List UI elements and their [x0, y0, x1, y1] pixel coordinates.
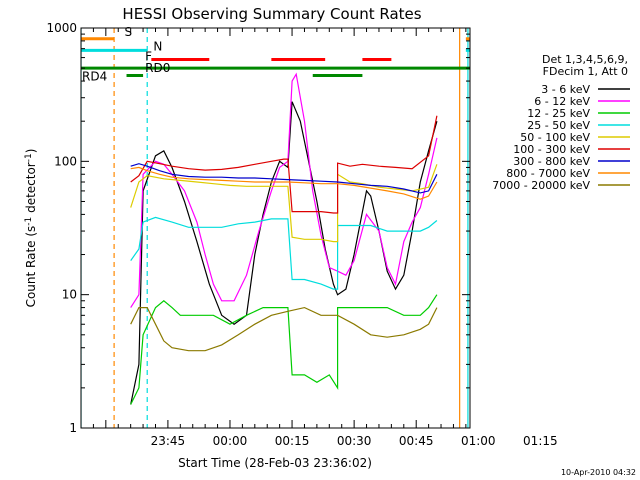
- legend-label: 800 - 7000 keV: [506, 167, 590, 180]
- x-tick-label: 00:30: [337, 434, 372, 448]
- series-line: [130, 72, 438, 308]
- vertical-marker-lines: [81, 28, 469, 428]
- legend-label: 25 - 50 keV: [527, 119, 590, 132]
- x-tick-label: 23:45: [151, 434, 186, 448]
- status-bar-label: N: [153, 39, 162, 53]
- series-line: [130, 163, 438, 194]
- plot-frame: [80, 27, 471, 429]
- x-tick-label: 01:00: [461, 434, 496, 448]
- legend-label: 7000 - 20000 keV: [492, 179, 590, 192]
- series-line: [130, 101, 438, 405]
- legend-label: 12 - 25 keV: [527, 107, 590, 120]
- series-line: [130, 115, 438, 214]
- y-tick-label: 100: [54, 154, 77, 168]
- legend-label: 300 - 800 keV: [513, 155, 590, 168]
- y-tick-label: 1000: [46, 21, 77, 35]
- y-axis: 1 10 100 1000: [46, 21, 470, 435]
- y-tick-label: 10: [62, 288, 77, 302]
- series-line: [130, 294, 438, 405]
- series-line: [130, 164, 438, 243]
- series-line: [130, 166, 438, 200]
- x-tick-label: 00:15: [275, 434, 310, 448]
- chart-title: HESSI Observing Summary Count Rates: [122, 5, 421, 23]
- x-tick-label: 01:15: [523, 434, 558, 448]
- x-axis: 23:45 00:00 00:15 00:30 00:45 01:00 01:15: [92, 28, 558, 448]
- legend-label: 3 - 6 keV: [541, 83, 590, 96]
- timestamp: 10-Apr-2010 04:32: [561, 468, 636, 477]
- legend-header: Det 1,3,4,5,6,9,: [542, 53, 628, 66]
- series-lines: [130, 72, 438, 405]
- series-line: [130, 306, 438, 352]
- legend: Det 1,3,4,5,6,9,FDecim 1, Att 0 3 - 6 keV…: [492, 53, 630, 192]
- legend-label: 100 - 300 keV: [513, 143, 590, 156]
- y-axis-label: Count Rate (s-1 detector-1): [24, 149, 38, 308]
- x-axis-label: Start Time (28-Feb-03 23:36:02): [178, 456, 372, 470]
- x-tick-label: 00:45: [399, 434, 434, 448]
- status-bar-label: RD4: [82, 70, 107, 84]
- legend-header: FDecim 1, Att 0: [543, 65, 628, 78]
- status-bar-label: RD0: [145, 61, 170, 75]
- legend-label: 6 - 12 keV: [534, 95, 590, 108]
- status-bar-label: F: [145, 50, 152, 64]
- status-bar-label: S: [124, 25, 132, 39]
- series-line: [130, 216, 438, 290]
- x-tick-label: 00:00: [213, 434, 248, 448]
- y-tick-label: 1: [69, 421, 77, 435]
- legend-label: 50 - 100 keV: [520, 131, 590, 144]
